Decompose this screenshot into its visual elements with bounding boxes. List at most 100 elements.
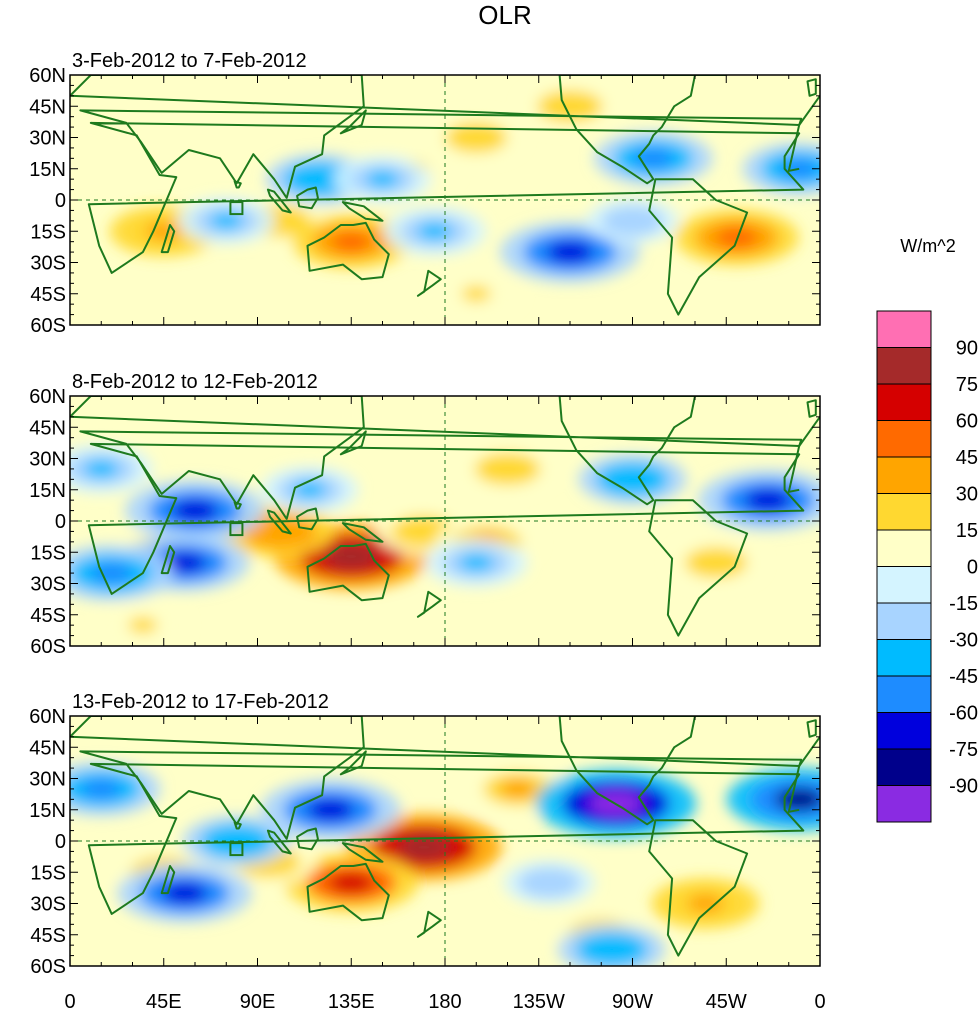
y-tick-label: 0 (55, 511, 66, 533)
coastline-greenland (695, 396, 729, 397)
y-tick-label: 30S (30, 574, 66, 596)
anomaly-core (293, 481, 326, 499)
coastline-north-america (558, 396, 696, 506)
coastline-new-guinea (341, 842, 384, 863)
colorbar-swatch (876, 456, 932, 494)
colorbar-swatch (876, 566, 932, 604)
anomaly-core (163, 552, 207, 574)
coastline-eurasia (70, 75, 803, 199)
coastline-greenland (695, 716, 729, 717)
colorbar-swatch (876, 383, 932, 421)
anomaly-core (331, 231, 371, 252)
anomaly-field (70, 761, 820, 966)
anomaly-core (417, 222, 452, 241)
colorbar-swatch (876, 712, 932, 750)
colorbar-label: 0 (967, 557, 978, 579)
y-tick-label: 15N (29, 159, 66, 181)
coastline-sumatra (266, 509, 292, 535)
anomaly-core (617, 212, 648, 230)
coastline-japan (339, 430, 367, 456)
map-panel-3: 13-Feb-2012 to 17-Feb-2012 60N 45N 30N 15N 0 1… (29, 691, 821, 978)
anomaly-core (366, 170, 399, 188)
y-tick-label: 30N (29, 449, 66, 471)
map-panel-1: 3-Feb-2012 to 7-Feb-2012 60N 45N 30N 15N 0 15S… (29, 50, 821, 337)
x-tick-label: 135W (513, 991, 565, 1013)
coastline-new-guinea (341, 522, 384, 543)
anomaly-core (687, 894, 724, 913)
panel-subtitle: 13-Feb-2012 to 17-Feb-2012 (72, 691, 329, 713)
coastlines (70, 716, 820, 957)
anomaly-core (81, 779, 121, 799)
y-tick-label: 30N (29, 769, 66, 791)
anomaly-core (210, 212, 243, 230)
coastline-eurasia (70, 716, 803, 840)
anomaly-core (259, 521, 298, 541)
colorbar-label: 15 (956, 520, 978, 542)
anomaly-core (307, 798, 354, 821)
coastline-north-america (558, 716, 696, 826)
y-tick-label: 30N (29, 128, 66, 150)
colorbar-label: 60 (956, 411, 978, 433)
colorbar-swatch (876, 529, 932, 567)
coastline-sri-lanka (233, 501, 242, 510)
coastline-new-zealand (416, 910, 442, 938)
coastline-new-zealand (416, 269, 442, 297)
colorbar-label: -30 (949, 630, 978, 652)
x-tick-label: 135E (328, 991, 375, 1013)
coastlines (70, 396, 820, 637)
anomaly-core (700, 554, 732, 571)
coastline-south-america (648, 178, 749, 316)
colorbar-label: 90 (956, 338, 978, 360)
coastline-new-guinea (341, 201, 384, 222)
x-tick-label: 0 (814, 991, 825, 1013)
axis-ticks (69, 395, 821, 647)
map-panel-2: 8-Feb-2012 to 12-Feb-2012 60N 45N 30N 15N 0 15… (29, 371, 821, 658)
colorbar-swatch (876, 675, 932, 713)
coastline-madagascar (160, 224, 176, 254)
coastline-eurasia (70, 396, 803, 520)
y-tick-label: 60S (30, 636, 66, 658)
colorbar-label: -60 (949, 703, 978, 725)
coastline-africa (87, 762, 805, 915)
x-tick-label: 0 (64, 991, 75, 1013)
colorbar-swatch (876, 420, 932, 458)
coastline-madagascar (160, 865, 176, 895)
colorbar: 90 75 60 45 30 15 0 -15 -30 -45 -60 -75 -90 (876, 310, 978, 823)
coastline-sri-lanka (233, 821, 242, 830)
anomaly-core (84, 460, 119, 478)
anomaly-core (546, 240, 594, 264)
coastlines (70, 75, 820, 316)
y-tick-label: 0 (55, 831, 66, 853)
y-tick-label: 45S (30, 605, 66, 627)
anomaly-core (328, 871, 374, 894)
colorbar-label: -90 (949, 776, 978, 798)
colorbar-swatch (876, 493, 932, 531)
y-tick-label: 45S (30, 925, 66, 947)
coastline-africa-wrap (787, 416, 820, 494)
y-tick-label: 45S (30, 284, 66, 306)
panel-subtitle: 8-Feb-2012 to 12-Feb-2012 (72, 371, 318, 393)
coastline-uk (806, 399, 817, 418)
colorbar-swatch (876, 748, 932, 786)
coastline-australia (306, 221, 390, 281)
axis-ticks (69, 715, 821, 967)
island-box (229, 201, 244, 216)
anomaly-core (500, 780, 536, 798)
y-tick-label: 15S (30, 862, 66, 884)
colorbar-label: 75 (956, 374, 978, 396)
anomaly-core (533, 874, 565, 891)
coastline-japan (339, 750, 367, 776)
y-tick-label: 45N (29, 417, 66, 439)
y-tick-label: 45N (29, 96, 66, 118)
coastline-new-zealand (416, 590, 442, 618)
coastline-sumatra (266, 188, 292, 214)
colorbar-label: -75 (949, 739, 978, 761)
anomaly-core (460, 129, 492, 146)
colorbar-label: 45 (956, 447, 978, 469)
coastline-africa-wrap (787, 95, 820, 173)
island-box (229, 842, 244, 857)
anomaly-core (218, 831, 255, 851)
anomaly-field (109, 82, 820, 316)
anomaly-core (302, 169, 338, 189)
anomaly-core (491, 460, 524, 478)
